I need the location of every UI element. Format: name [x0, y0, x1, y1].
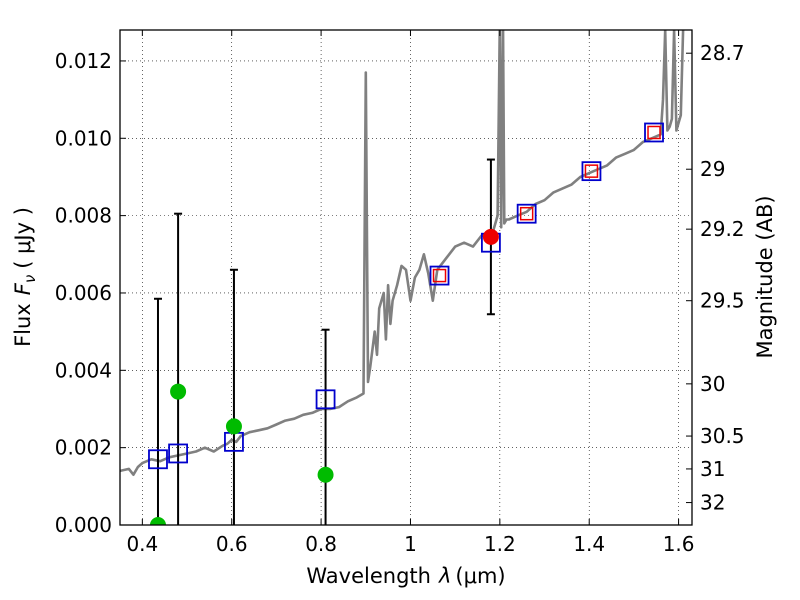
- y-tick-label: 0.008: [55, 204, 112, 228]
- data-points-layer: [148, 122, 664, 525]
- y-tick-label: 0.000: [55, 513, 112, 537]
- model-photometry-square: [315, 389, 336, 410]
- x-axis-label: Wavelength λ (μm): [306, 564, 505, 588]
- model-photometry-square: [168, 443, 188, 464]
- y2-axis-label: Magnitude (AB): [753, 195, 777, 358]
- x-axis-unit: (μm): [455, 564, 505, 588]
- x-tick-label: 0.4: [126, 532, 158, 556]
- x-axis-label-text: Wavelength: [306, 564, 431, 588]
- observed-photometry-point: [170, 383, 187, 400]
- x-tick-label: 1.6: [663, 532, 695, 556]
- x-tick-label: 0.8: [305, 532, 337, 556]
- model-photometry-square: [148, 449, 168, 470]
- red-square-marker: [584, 164, 599, 178]
- red-square-marker: [647, 125, 661, 140]
- y-axis-unit: ( μJy ): [11, 207, 35, 269]
- gridlines: [120, 30, 692, 525]
- observed-photometry-point: [149, 517, 166, 525]
- y2-tick-label: 31: [700, 457, 725, 481]
- x-tick-label: 1.4: [573, 532, 605, 556]
- y2-tick-label: 28.7: [700, 41, 745, 65]
- y2-tick-label: 32: [700, 491, 725, 515]
- y-axis-label: Flux Fν ( μJy ): [11, 207, 39, 347]
- red-square-marker: [519, 206, 534, 221]
- y-tick-label: 0.002: [55, 436, 112, 460]
- y-tick-label: 0.012: [55, 49, 112, 73]
- sed-model-layer: [120, 30, 685, 476]
- observed-photometry-point: [317, 466, 334, 483]
- y2-tick-label: 29.2: [700, 217, 745, 241]
- y-axis-symbol: F: [11, 282, 35, 295]
- y-axis-label-text: Flux: [11, 303, 35, 347]
- y2-tick-label: 30: [700, 372, 725, 396]
- model-photometry-square: [581, 161, 602, 182]
- x-tick-label: 0.6: [216, 532, 248, 556]
- sed-model-line: [120, 30, 685, 476]
- model-photometry-square: [429, 265, 450, 286]
- x-tick-label: 1: [404, 532, 417, 556]
- y2-tick-label: 29: [700, 157, 725, 181]
- red-square-marker: [432, 268, 447, 283]
- model-photometry-square: [516, 203, 537, 224]
- x-axis-symbol: λ: [438, 564, 451, 588]
- y2-tick-label: 29.5: [700, 289, 745, 313]
- observed-photometry-point: [225, 418, 242, 435]
- detection-point: [482, 228, 499, 245]
- y2-tick-label: 30.5: [700, 424, 745, 448]
- y-axis-subscript: ν: [21, 275, 39, 283]
- ticks-layer: 0.4 0.6 0.8 1 1.2 1.4 1.6 0.000 0.002 0.004 0.006 0…: [55, 30, 745, 556]
- x-tick-label: 1.2: [484, 532, 516, 556]
- y-tick-label: 0.004: [55, 358, 112, 382]
- model-photometry-square: [644, 122, 664, 143]
- y-tick-label: 0.006: [55, 281, 112, 305]
- plot-frame: [119, 29, 693, 526]
- y-tick-label: 0.010: [55, 126, 112, 150]
